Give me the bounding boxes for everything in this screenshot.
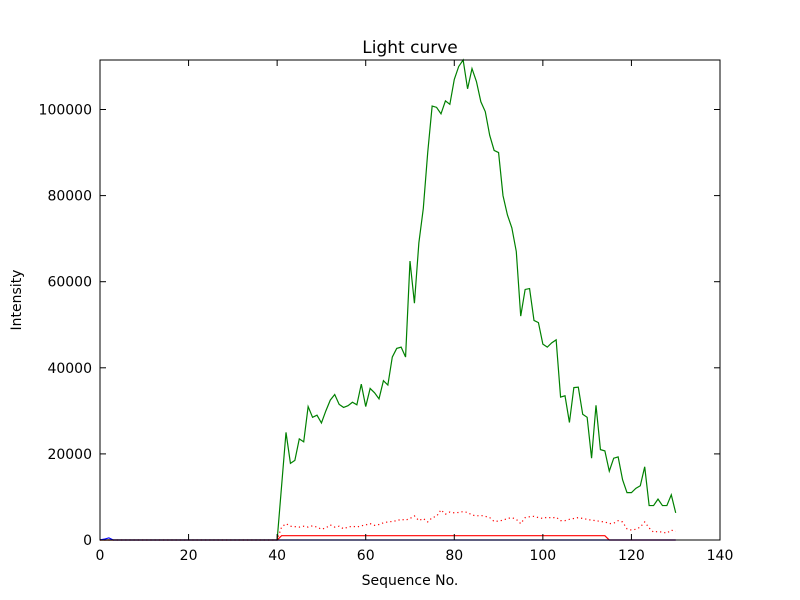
y-tick-label: 100000 [39,103,92,119]
y-tick-label: 20000 [47,447,92,463]
x-tick-label: 60 [357,548,375,564]
x-tick-label: 120 [618,548,645,564]
y-tick-label: 60000 [47,275,92,291]
x-axis-label: Sequence No. [362,573,459,589]
x-tick-label: 20 [180,548,198,564]
x-tick-label: 100 [529,548,556,564]
x-axis-ticks: 0 20 40 60 80 100 120 140 [96,60,734,564]
y-tick-label: 40000 [47,361,92,377]
x-tick-label: 40 [268,548,286,564]
plot-frame [99,59,721,541]
x-tick-label: 0 [96,548,105,564]
x-tick-label: 80 [445,548,463,564]
x-tick-label: 140 [707,548,734,564]
series-line-2 [100,508,676,541]
y-tick-label: 0 [83,533,92,549]
y-axis-ticks: 0 20000 40000 60000 80000 100000 [39,103,720,549]
chart-title: Light curve [362,38,457,58]
y-tick-label: 80000 [47,189,92,205]
y-axis-label: Intensity [9,270,25,331]
